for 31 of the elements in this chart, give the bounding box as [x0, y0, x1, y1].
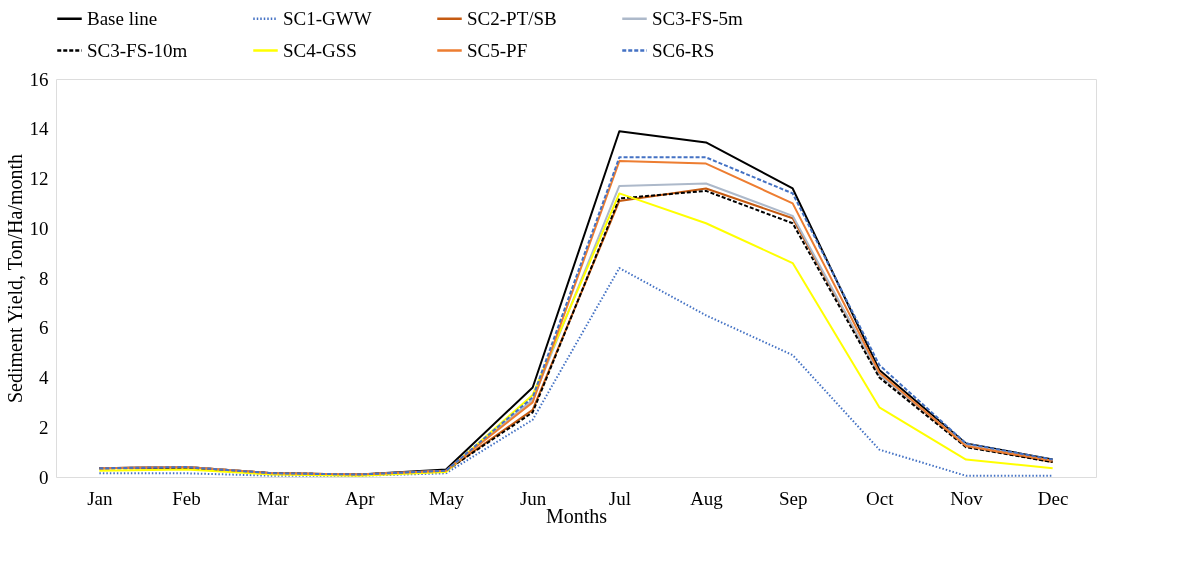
legend-label: SC2-PT/SB: [467, 7, 557, 29]
x-tick-label: Mar: [257, 487, 290, 509]
y-tick-label: 12: [29, 168, 49, 189]
y-tick-label: 6: [39, 317, 49, 339]
x-tick-label: Feb: [172, 487, 201, 509]
y-tick-label: 8: [39, 267, 49, 289]
legend-label: SC3-FS-5m: [652, 7, 744, 29]
x-tick-label: May: [429, 487, 465, 509]
x-tick-label: Jan: [87, 487, 113, 509]
y-tick-label: 10: [29, 217, 49, 239]
x-tick-label: Apr: [345, 487, 376, 509]
legend-label: SC5-PF: [467, 39, 528, 61]
y-tick-label: 4: [39, 367, 49, 388]
x-tick-label: Jun: [519, 487, 547, 509]
y-tick-label: 2: [39, 416, 49, 438]
x-tick-label: Sep: [778, 487, 808, 509]
y-tick-label: 0: [39, 466, 49, 488]
x-tick-label: Aug: [690, 487, 724, 509]
legend-label: Base line: [87, 7, 158, 29]
x-tick-label: Nov: [950, 487, 984, 509]
x-tick-label: Oct: [866, 487, 895, 509]
y-tick-label: 16: [29, 68, 49, 90]
legend-label: SC4-GSS: [283, 39, 357, 61]
legend-label: SC6-RS: [652, 39, 715, 61]
y-tick-label: 14: [29, 118, 49, 140]
x-tick-label: Dec: [1037, 487, 1069, 509]
x-tick-label: Jul: [608, 487, 631, 509]
legend-label: SC3-FS-10m: [87, 39, 188, 61]
y-axis-title: Sediment Yield, Ton/Ha/month: [3, 153, 26, 404]
legend-label: SC1-GWW: [283, 7, 372, 29]
x-axis-title: Months: [545, 504, 608, 527]
